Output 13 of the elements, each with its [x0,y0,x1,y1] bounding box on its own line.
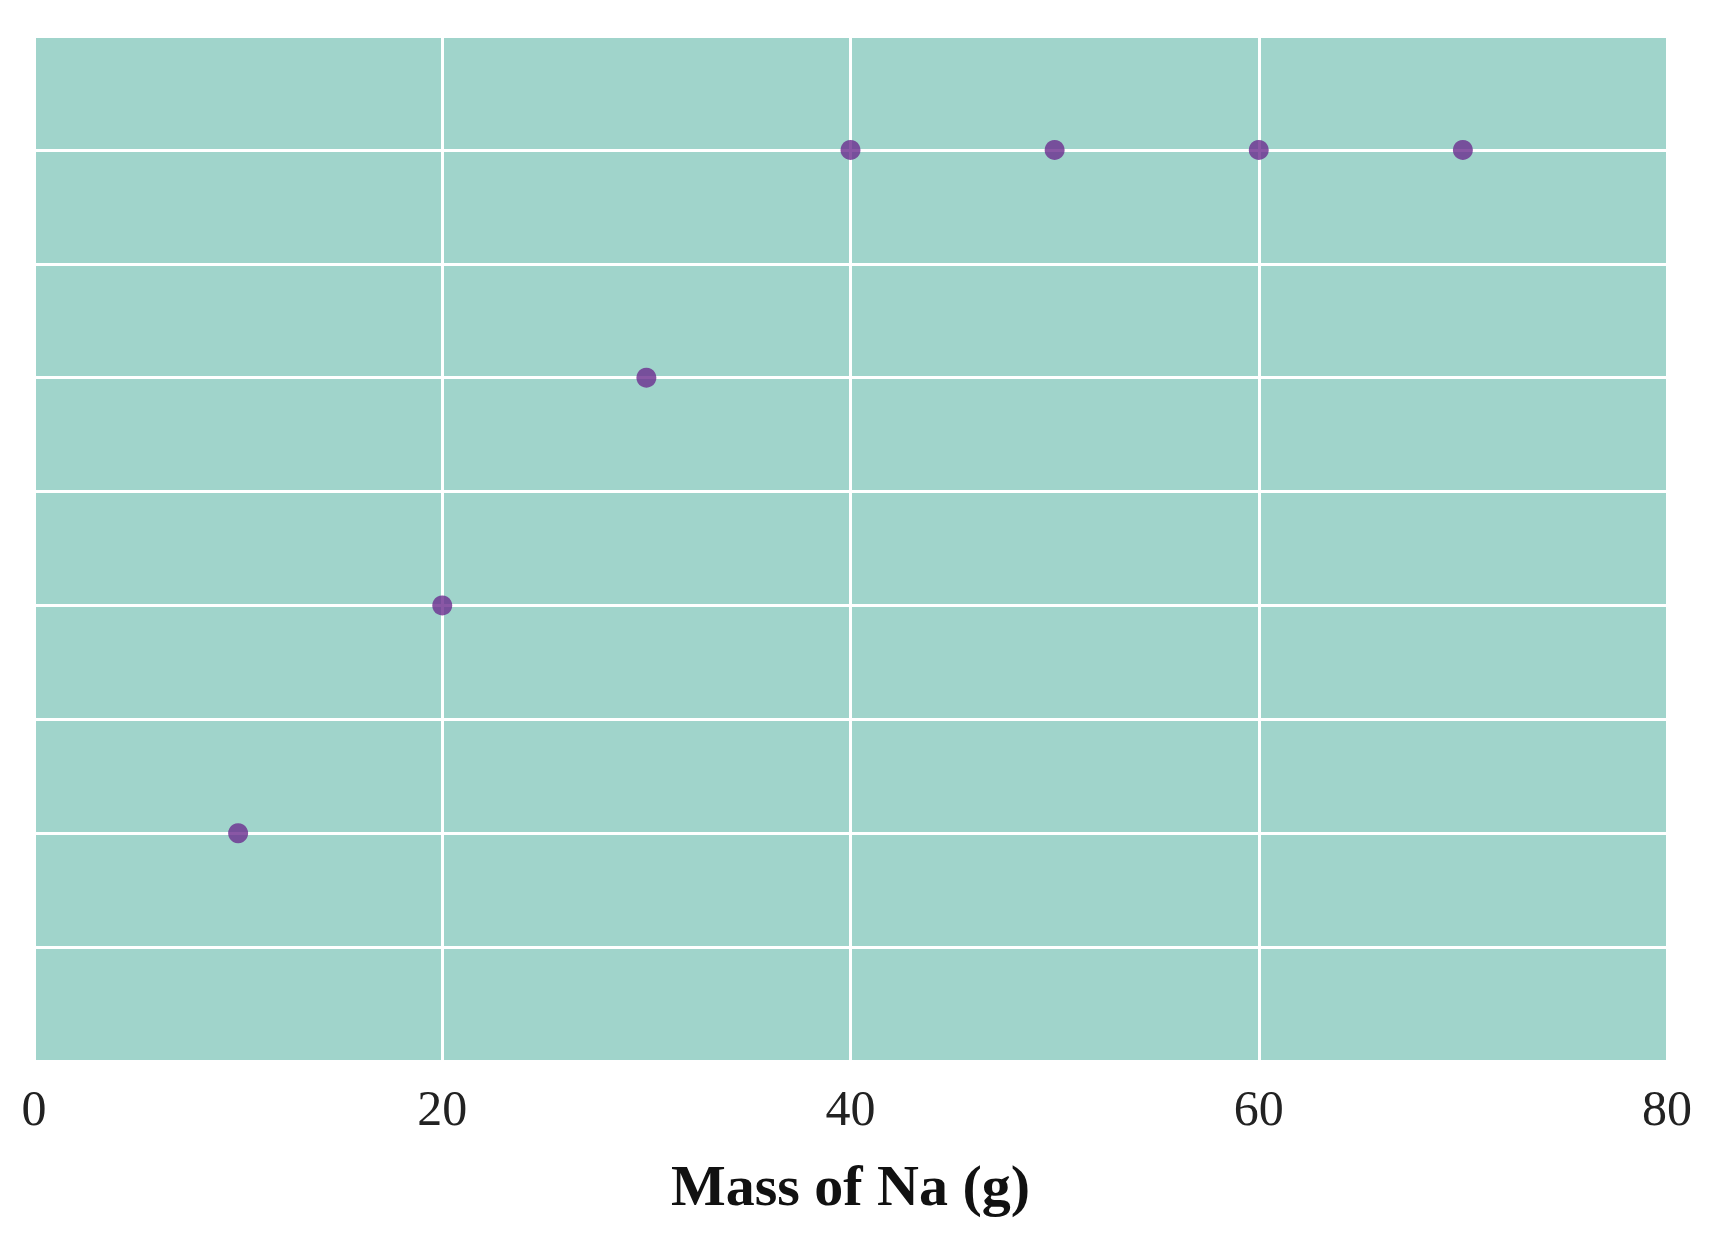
x-tick-label: 60 [1233,1080,1284,1136]
point [228,823,249,844]
x-axis-title: Mass of Na (g) [670,1152,1031,1218]
point [840,139,861,160]
point [1248,139,1269,160]
point [636,367,657,388]
x-tick-label: 20 [417,1080,468,1136]
x-tick-label: 0 [21,1080,47,1136]
x-tick-label: 40 [825,1080,876,1136]
point [432,595,453,616]
x-tick-label: 80 [1642,1080,1692,1136]
point [1044,139,1065,160]
point [1452,139,1473,160]
